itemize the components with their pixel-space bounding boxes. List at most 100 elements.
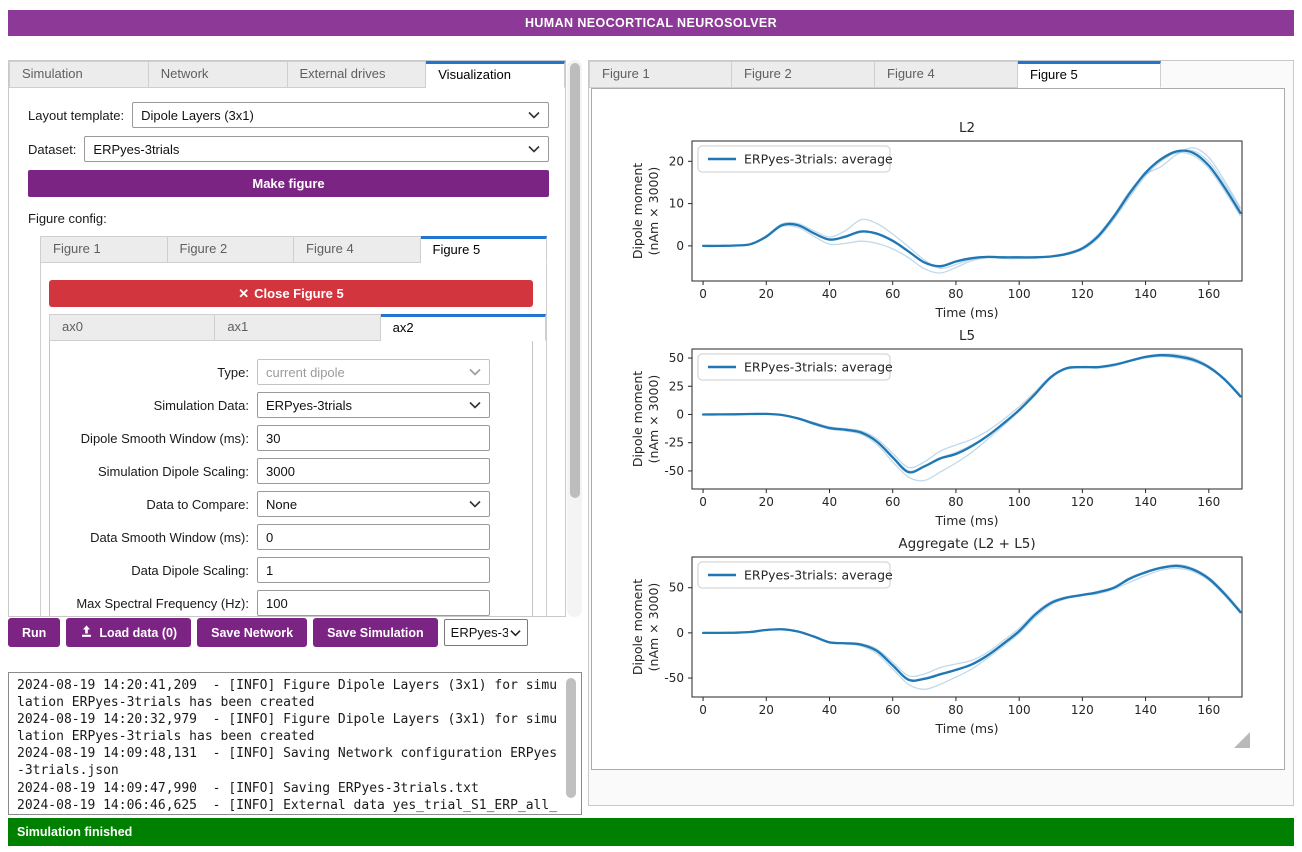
simulation-data-label: Simulation Data: (153, 397, 249, 413)
scrollbar-thumb[interactable] (569, 63, 580, 498)
tab-figure-2[interactable]: Figure 2 (167, 236, 294, 263)
simulation-data-row: Simulation Data: ERPyes-3trials (50, 392, 532, 418)
svg-text:0: 0 (676, 626, 684, 640)
save-network-label: Save Network (211, 625, 294, 640)
status-bar: Simulation finished (8, 818, 1294, 846)
chevron-down-icon (528, 111, 540, 119)
axis-tab-bar: ax0 ax1 ax2 (49, 314, 546, 341)
layout-template-select[interactable]: Dipole Layers (3x1) (132, 102, 549, 128)
figure-viewer-panel: Figure 1 Figure 2 Figure 4 Figure 5 L2 0 2… (588, 60, 1294, 806)
type-value: current dipole (266, 364, 345, 380)
load-data-button[interactable]: Load data (0) (66, 618, 192, 647)
svg-text:Dipole moment: Dipole moment (630, 371, 645, 467)
save-simulation-button[interactable]: Save Simulation (313, 618, 438, 647)
svg-text:100: 100 (1008, 495, 1031, 509)
svg-text:Time (ms): Time (ms) (934, 513, 998, 528)
svg-text:80: 80 (948, 495, 963, 509)
viewer-tab-figure-2[interactable]: Figure 2 (732, 61, 875, 88)
svg-text:60: 60 (885, 703, 900, 717)
layout-template-row: Layout template: Dipole Layers (3x1) (28, 102, 549, 128)
max-spectral-frequency-label: Max Spectral Frequency (Hz): (76, 595, 249, 611)
svg-text:25: 25 (669, 379, 684, 393)
simulation-dipole-scaling-input[interactable] (257, 458, 490, 484)
data-smooth-window-label: Data Smooth Window (ms): (90, 529, 249, 545)
run-label: Run (22, 625, 47, 640)
type-select[interactable]: current dipole (257, 359, 490, 385)
svg-text:0: 0 (676, 407, 684, 421)
data-to-compare-select[interactable]: None (257, 491, 490, 517)
tab-external-drives[interactable]: External drives (287, 61, 427, 88)
simulation-dipole-scaling-label: Simulation Dipole Scaling: (97, 463, 249, 479)
chart-aggregate: Aggregate (L2 + L5) 0 20 40 60 80 100 120 140 160… (630, 536, 1243, 736)
tab-ax2[interactable]: ax2 (380, 314, 546, 341)
load-data-label: Load data (0) (99, 625, 178, 640)
save-network-button[interactable]: Save Network (197, 618, 308, 647)
figure-tab-bar: Figure 1 Figure 2 Figure 4 Figure 5 (40, 236, 547, 263)
tab-ax0[interactable]: ax0 (49, 314, 216, 341)
close-figure-label: Close Figure 5 (254, 285, 344, 301)
svg-text:0: 0 (699, 495, 707, 509)
svg-text:50: 50 (669, 581, 684, 595)
svg-text:Time (ms): Time (ms) (934, 305, 998, 320)
chevron-down-icon (469, 401, 481, 409)
close-icon: ✕ (238, 285, 250, 301)
data-dipole-scaling-input[interactable] (257, 557, 490, 583)
upload-icon (80, 624, 93, 641)
tab-visualization[interactable]: Visualization (426, 61, 565, 88)
simulation-data-select[interactable]: ERPyes-3trials (257, 392, 490, 418)
svg-text:140: 140 (1134, 495, 1157, 509)
max-spectral-frequency-input[interactable] (257, 590, 490, 616)
type-row: Type: current dipole (50, 359, 532, 385)
svg-text:ERPyes-3trials: average: ERPyes-3trials: average (744, 360, 893, 375)
tab-ax1[interactable]: ax1 (215, 314, 381, 341)
svg-text:-50: -50 (664, 464, 684, 478)
svg-text:40: 40 (822, 703, 837, 717)
simulation-name-select[interactable]: ERPyes-3 (443, 619, 528, 646)
main-tab-bar: Simulation Network External drives Visua… (9, 61, 565, 88)
data-to-compare-label: Data to Compare: (146, 496, 249, 512)
viewer-tab-figure-5[interactable]: Figure 5 (1018, 61, 1161, 88)
viewer-tab-figure-1[interactable]: Figure 1 (589, 61, 732, 88)
data-smooth-window-input[interactable] (257, 524, 490, 550)
svg-text:120: 120 (1071, 287, 1094, 301)
simulation-data-value: ERPyes-3trials (266, 397, 352, 413)
svg-text:Time (ms): Time (ms) (934, 721, 998, 736)
svg-text:Aggregate (L2 + L5): Aggregate (L2 + L5) (898, 536, 1035, 552)
tab-figure-5[interactable]: Figure 5 (420, 236, 547, 263)
svg-text:0: 0 (699, 703, 707, 717)
visualization-tab-content: Layout template: Dipole Layers (3x1) Dat… (9, 88, 565, 616)
tab-network[interactable]: Network (148, 61, 288, 88)
dataset-select[interactable]: ERPyes-3trials (84, 136, 549, 162)
svg-text:L5: L5 (959, 328, 975, 344)
svg-text:Dipole moment: Dipole moment (630, 579, 645, 675)
svg-text:(nAm × 3000): (nAm × 3000) (646, 167, 661, 256)
resize-handle-icon[interactable] (1234, 732, 1250, 748)
simulation-dipole-scaling-row: Simulation Dipole Scaling: (50, 458, 532, 484)
svg-text:(nAm × 3000): (nAm × 3000) (646, 375, 661, 464)
chevron-down-icon (469, 368, 481, 376)
svg-text:80: 80 (948, 703, 963, 717)
figure-config-label: Figure config: (28, 211, 107, 226)
svg-text:120: 120 (1071, 495, 1094, 509)
dataset-value: ERPyes-3trials (93, 141, 180, 157)
dipole-smooth-window-input[interactable] (257, 425, 490, 451)
log-output[interactable]: 2024-08-19 14:20:41,209 - [INFO] Figure … (8, 672, 582, 815)
svg-text:120: 120 (1071, 703, 1094, 717)
tab-figure-4[interactable]: Figure 4 (294, 236, 421, 263)
log-scrollbar-thumb[interactable] (566, 678, 576, 798)
svg-text:160: 160 (1197, 495, 1220, 509)
tab-figure-1[interactable]: Figure 1 (40, 236, 168, 263)
svg-text:100: 100 (1008, 287, 1031, 301)
svg-text:(nAm × 3000): (nAm × 3000) (646, 583, 661, 672)
run-button[interactable]: Run (8, 618, 61, 647)
svg-text:-50: -50 (664, 671, 684, 685)
action-bar: Run Load data (0) Save Network Save Simu… (8, 618, 528, 647)
close-figure-button[interactable]: ✕ Close Figure 5 (49, 280, 533, 307)
viewer-tab-figure-4[interactable]: Figure 4 (875, 61, 1018, 88)
tab-simulation[interactable]: Simulation (9, 61, 149, 88)
left-panel-scrollbar[interactable] (567, 60, 582, 617)
svg-text:20: 20 (759, 495, 774, 509)
chevron-down-icon (510, 629, 521, 637)
svg-text:ERPyes-3trials: average: ERPyes-3trials: average (744, 152, 893, 167)
make-figure-button[interactable]: Make figure (28, 170, 549, 197)
